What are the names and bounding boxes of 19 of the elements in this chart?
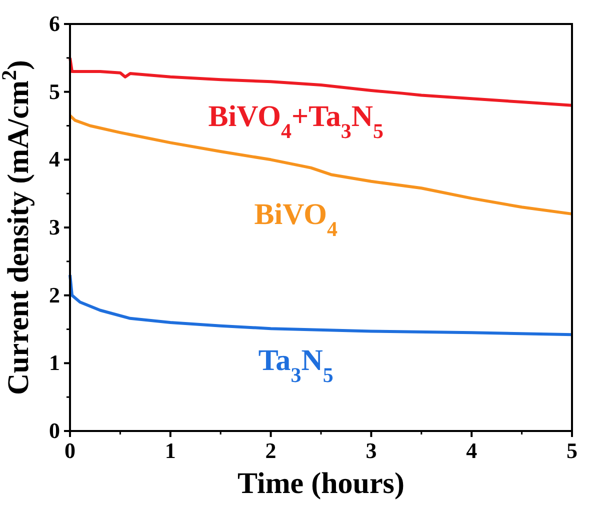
line-series [68,56,574,107]
x-tick-label: 4 [466,438,478,463]
x-axis-title: Time (hours) [238,467,404,500]
y-tick-label: 6 [49,11,60,36]
y-tick-label: 4 [49,146,60,172]
y-tick-label: 1 [49,350,60,376]
y-tick-label: 2 [49,282,60,308]
x-tick-label: 5 [566,438,578,463]
x-tick-label: 2 [265,438,276,463]
series-label: BiVO$_{4}$ [254,198,338,242]
y-tick-label: 0 [49,418,60,443]
x-tick-label: 0 [64,438,76,463]
series-label: BiVO$_{4}$+Ta$_{3}$N$_{5}$ [208,100,384,143]
y-tick-label: 5 [49,78,60,104]
x-tick-label: 3 [366,438,377,463]
y-tick-label: 3 [49,214,60,240]
line-series [68,273,574,336]
series-label: Ta$_{3}$N$_{5}$ [258,344,334,387]
x-tick-label: 1 [164,438,176,463]
